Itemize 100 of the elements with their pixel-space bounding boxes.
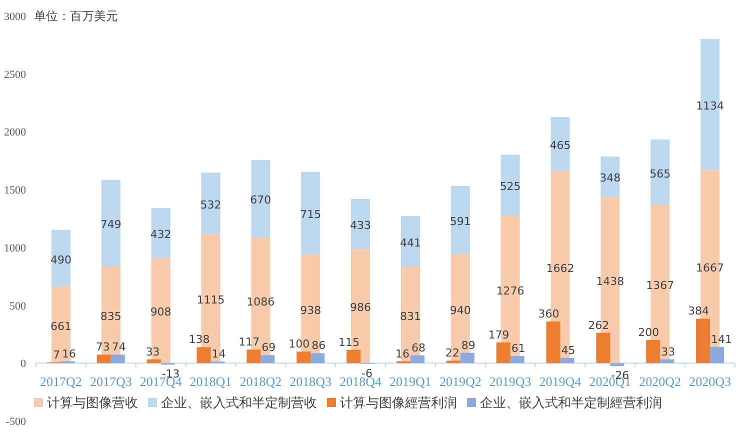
legend-label: 计算与图像經营利润 bbox=[340, 396, 457, 411]
data-label: 22 bbox=[445, 346, 460, 360]
data-label: 69 bbox=[262, 341, 276, 354]
data-label: 89 bbox=[461, 338, 476, 352]
data-label: 661 bbox=[50, 320, 72, 333]
data-label: 715 bbox=[300, 208, 322, 222]
x-tick-label: 2019Q3 bbox=[489, 374, 532, 390]
data-label: 115 bbox=[338, 336, 360, 349]
data-label: 360 bbox=[538, 307, 560, 320]
bar bbox=[496, 342, 510, 364]
data-label: 670 bbox=[250, 194, 272, 207]
x-tick-label: 2017Q3 bbox=[90, 374, 132, 390]
bar bbox=[101, 180, 120, 267]
bar bbox=[196, 347, 211, 364]
x-tick-label: 2019Q4 bbox=[539, 374, 582, 390]
bar bbox=[146, 359, 161, 364]
bar bbox=[351, 198, 370, 250]
data-label: 7 bbox=[52, 348, 60, 362]
data-label: 465 bbox=[550, 138, 571, 152]
data-label: 908 bbox=[150, 306, 172, 319]
bar bbox=[410, 355, 424, 364]
x-tick-label: 2018Q2 bbox=[240, 374, 282, 390]
bar bbox=[560, 358, 574, 364]
data-label: 835 bbox=[100, 310, 122, 323]
y-tick-label: -500 bbox=[6, 416, 26, 428]
data-label: 141 bbox=[711, 332, 732, 346]
data-label: 74 bbox=[112, 340, 126, 354]
x-tick-label: 2019Q2 bbox=[439, 374, 482, 390]
bar bbox=[450, 186, 470, 254]
bar bbox=[400, 216, 420, 267]
y-tick-label: 2500 bbox=[4, 68, 26, 81]
data-label: 1438 bbox=[596, 274, 624, 288]
data-label: 33 bbox=[146, 345, 160, 358]
data-label: 348 bbox=[600, 172, 621, 185]
x-tick-label: 2017Q2 bbox=[40, 374, 82, 390]
bar bbox=[151, 208, 170, 258]
bar bbox=[646, 340, 660, 364]
data-label: 45 bbox=[561, 344, 576, 357]
bar bbox=[51, 230, 70, 287]
data-label: 138 bbox=[188, 333, 210, 346]
data-label: 940 bbox=[450, 304, 471, 317]
data-label: 179 bbox=[488, 328, 510, 342]
data-label: 1367 bbox=[646, 279, 674, 292]
data-label: 86 bbox=[312, 339, 326, 352]
data-label: 1134 bbox=[696, 100, 724, 113]
x-tick-label: 2018Q1 bbox=[190, 374, 232, 390]
data-label: 433 bbox=[350, 218, 372, 232]
data-label: 591 bbox=[450, 215, 471, 228]
x-tick-label: 2019Q1 bbox=[390, 374, 432, 390]
y-tick-label: 1000 bbox=[4, 242, 26, 254]
bar bbox=[296, 352, 311, 364]
data-label: 432 bbox=[150, 228, 172, 242]
y-tick-label: 3000 bbox=[4, 11, 26, 23]
bar bbox=[610, 363, 624, 366]
annotation: 单位：百万美元 bbox=[34, 9, 118, 23]
bar bbox=[201, 172, 220, 234]
bar bbox=[650, 140, 670, 205]
bar bbox=[546, 321, 560, 364]
data-label: 490 bbox=[50, 253, 72, 266]
bar bbox=[596, 332, 610, 364]
data-label: 1115 bbox=[196, 294, 225, 307]
bar bbox=[96, 354, 111, 364]
data-label: 938 bbox=[300, 304, 322, 317]
bar bbox=[660, 359, 674, 364]
legend-label: 企业、嵌入式和半定制經营利润 bbox=[480, 396, 662, 411]
bar bbox=[550, 117, 570, 171]
bar bbox=[301, 172, 320, 255]
bar bbox=[446, 360, 460, 364]
data-label: 100 bbox=[288, 338, 310, 351]
data-label: 117 bbox=[238, 336, 260, 349]
data-label: 986 bbox=[350, 301, 372, 314]
data-label: 1276 bbox=[496, 284, 524, 298]
y-tick-label: 2000 bbox=[4, 126, 26, 139]
data-label: 565 bbox=[650, 167, 671, 180]
bar bbox=[251, 160, 270, 238]
data-label: 1667 bbox=[696, 262, 724, 275]
data-label: 16 bbox=[62, 347, 76, 360]
data-label: 262 bbox=[588, 318, 610, 332]
bar bbox=[260, 355, 275, 364]
legend-label: 计算与图像营收 bbox=[47, 396, 138, 411]
data-label: 1662 bbox=[546, 262, 574, 275]
data-label: 16 bbox=[395, 347, 410, 360]
bar bbox=[500, 154, 520, 216]
data-label: 68 bbox=[411, 341, 426, 354]
bar bbox=[110, 354, 125, 364]
data-label: 1086 bbox=[246, 295, 275, 308]
y-tick-label: 1500 bbox=[4, 184, 26, 197]
data-label: 749 bbox=[100, 218, 122, 232]
data-label: 33 bbox=[661, 345, 676, 358]
legend-label: 企业、嵌入式和半定制营收 bbox=[161, 396, 317, 411]
data-label: 14 bbox=[212, 348, 226, 361]
data-label: 831 bbox=[400, 310, 421, 324]
x-tick-label: 2018Q3 bbox=[290, 374, 332, 390]
data-label: 384 bbox=[688, 304, 710, 318]
data-label: 200 bbox=[638, 326, 660, 339]
bar bbox=[310, 353, 325, 364]
data-label: 61 bbox=[511, 342, 526, 356]
bar bbox=[696, 318, 710, 364]
y-tick-label: 0 bbox=[20, 358, 26, 370]
bar bbox=[246, 350, 261, 364]
